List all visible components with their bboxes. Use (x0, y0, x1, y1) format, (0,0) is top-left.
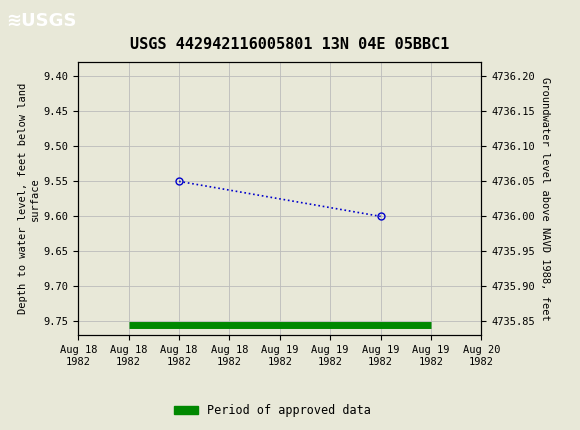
Text: ≋USGS: ≋USGS (6, 12, 77, 29)
Text: USGS 442942116005801 13N 04E 05BBC1: USGS 442942116005801 13N 04E 05BBC1 (130, 37, 450, 52)
Y-axis label: Depth to water level, feet below land
surface: Depth to water level, feet below land su… (18, 83, 39, 314)
Y-axis label: Groundwater level above NAVD 1988, feet: Groundwater level above NAVD 1988, feet (541, 77, 550, 321)
Legend: Period of approved data: Period of approved data (169, 399, 376, 422)
